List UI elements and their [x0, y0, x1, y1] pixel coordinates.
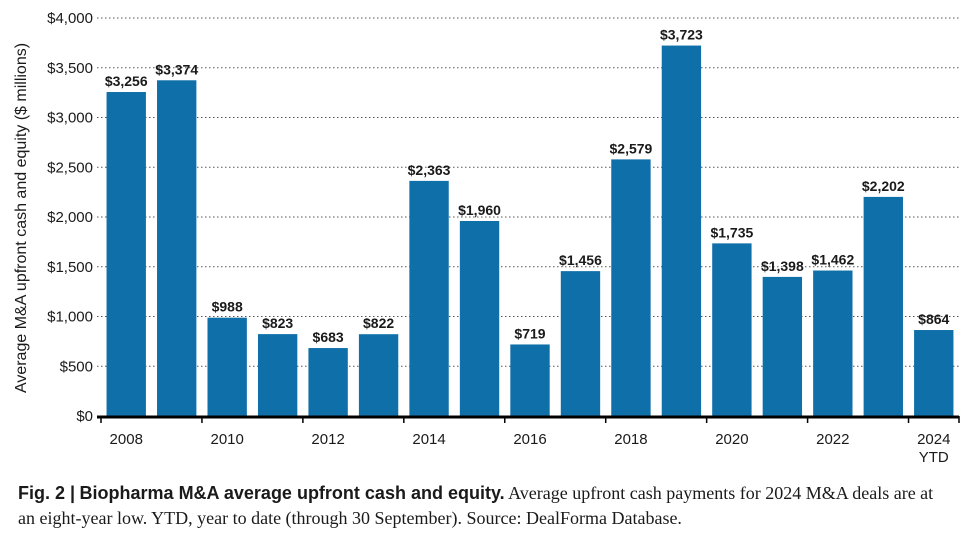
data-label: $3,256: [105, 73, 148, 89]
x-tick-label: 2022: [816, 431, 849, 448]
bar: [308, 348, 348, 416]
y-tick-label: $4,000: [47, 10, 93, 27]
data-label: $1,462: [811, 252, 854, 268]
bar: [813, 270, 853, 416]
x-tick-label: 2024: [917, 431, 950, 448]
bar: [863, 196, 903, 416]
y-tick-label: $1,000: [47, 309, 93, 326]
figure-caption: Fig. 2 | Biopharma M&A average upfront c…: [18, 481, 953, 531]
bar: [257, 334, 298, 416]
bar: [510, 344, 550, 416]
y-tick-label: $2,500: [47, 159, 93, 176]
data-label: $3,374: [155, 61, 198, 77]
bar: [157, 80, 197, 417]
bar-chart: $3,256 $3,374 $988 $823 $683 $822 $2,363 $1,960…: [13, 10, 960, 466]
data-label: $988: [212, 299, 243, 315]
data-labels: $3,256 $3,374 $988 $823 $683 $822 $2,363 $1,960…: [105, 27, 950, 345]
data-label: $1,398: [761, 258, 804, 274]
x-tick-label: 2008: [110, 431, 143, 448]
bar: [712, 243, 752, 416]
data-label: $683: [313, 329, 344, 345]
data-label: $1,960: [458, 202, 501, 218]
y-tick-label: $500: [60, 358, 93, 375]
x-tick-label: 2010: [210, 431, 243, 448]
y-tick-label: $0: [76, 408, 93, 425]
x-tick-label: 2016: [513, 431, 546, 448]
data-label: $719: [514, 325, 545, 341]
data-label: $1,456: [559, 252, 602, 268]
data-label: $1,735: [710, 224, 753, 240]
data-label: $3,723: [660, 27, 703, 43]
y-axis-ticks: $0 $500 $1,000 $1,500 $2,000 $2,500 $3,000 $3,5…: [47, 10, 93, 425]
data-label: $2,579: [610, 140, 653, 156]
bar: [611, 159, 651, 416]
bar: [207, 317, 247, 416]
data-label: $822: [363, 315, 394, 331]
data-label: $2,202: [862, 178, 905, 194]
data-label: $2,363: [408, 162, 451, 178]
x-tick-label: 2020: [715, 431, 748, 448]
y-tick-label: $1,500: [47, 259, 93, 276]
x-tick-label: 2018: [614, 431, 647, 448]
x-tick-label: YTD: [919, 449, 949, 466]
data-label: $864: [918, 311, 949, 327]
y-tick-label: $3,500: [47, 60, 93, 77]
bars: [106, 45, 954, 417]
y-tick-label: $3,000: [47, 110, 93, 127]
bar: [358, 334, 399, 416]
bar: [106, 92, 146, 416]
data-label: $823: [262, 315, 293, 331]
figure-label: Fig. 2 |: [18, 483, 76, 503]
bar: [409, 180, 449, 416]
figure-title: Biopharma M&A average upfront cash and e…: [79, 483, 505, 503]
x-tick-label: 2014: [412, 431, 445, 448]
bar: [459, 220, 500, 416]
y-axis-title: Average M&A upfront cash and equity ($ m…: [13, 43, 30, 393]
x-tick-label: 2012: [311, 431, 344, 448]
bar: [661, 45, 702, 417]
bar: [560, 271, 601, 416]
y-tick-label: $2,000: [47, 209, 93, 226]
bar: [762, 276, 803, 416]
bar: [914, 330, 954, 416]
figure-caption-text: Average upfront cash payments for 2024 M…: [18, 483, 934, 528]
